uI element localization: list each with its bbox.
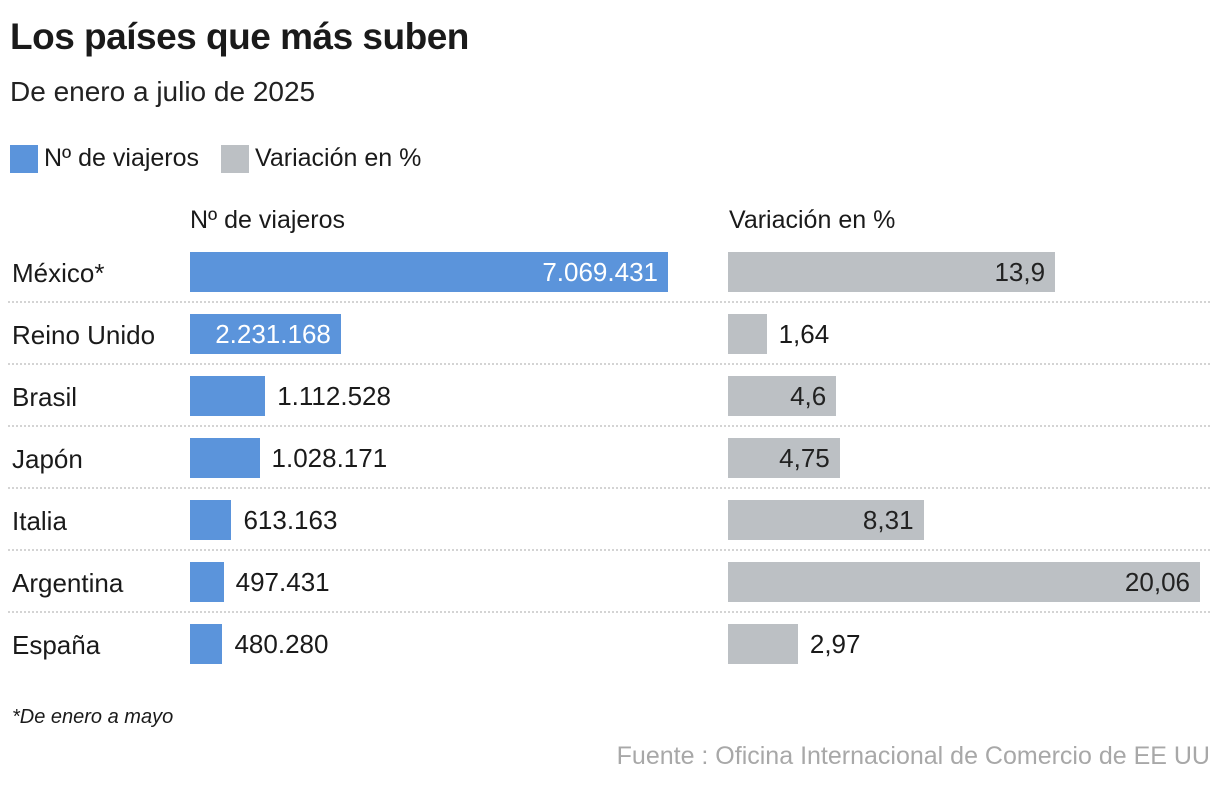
legend: Nº de viajeros Variación en % (10, 144, 443, 173)
legend-swatch-gray (221, 144, 250, 173)
table-row: España 480.280 2,97 (0, 624, 1220, 686)
travelers-bar (190, 624, 223, 664)
variation-bar (728, 624, 798, 664)
variation-bar (728, 376, 837, 416)
variation-value-label: 4,75 (779, 443, 830, 473)
legend-item-variacion: Variación en % (221, 144, 421, 173)
legend-item-viajeros: Nº de viajeros (10, 144, 199, 173)
table-row: México* 7.069.431 13,9 (0, 252, 1220, 314)
variation-value-label: 13,9 (994, 257, 1046, 287)
country-label: España (12, 630, 101, 660)
legend-swatch-blue (10, 144, 38, 173)
variation-value-label: 1,64 (778, 319, 830, 349)
row-divider (8, 611, 1210, 613)
variation-bar (728, 252, 1056, 292)
variation-value-label: 8,31 (862, 505, 914, 535)
variation-bar (728, 438, 840, 478)
travelers-bar (190, 500, 232, 540)
row-divider (8, 487, 1210, 489)
legend-label: Variación en % (255, 144, 422, 172)
country-label: Argentina (12, 568, 124, 598)
travelers-value-label: 1.028.171 (271, 443, 388, 473)
variation-bar (728, 314, 767, 354)
variation-value-label: 4,6 (790, 381, 827, 411)
country-label: Brasil (12, 382, 78, 412)
legend-label: Nº de viajeros (44, 144, 200, 172)
table-row: Japón 1.028.171 4,75 (0, 438, 1220, 500)
travelers-bar (190, 314, 341, 354)
travelers-bar (190, 562, 224, 602)
table-row: Argentina 497.431 20,06 (0, 562, 1220, 624)
row-divider (8, 549, 1210, 551)
travelers-bar (190, 252, 668, 292)
travelers-bar (190, 376, 266, 416)
country-label: Reino Unido (12, 320, 156, 350)
travelers-bar (190, 438, 260, 478)
column-header-viajeros: Nº de viajeros (190, 206, 346, 234)
variation-value-label: 2,97 (809, 629, 861, 659)
variation-value-label: 20,06 (1124, 567, 1190, 597)
chart-subtitle: De enero a julio de 2025 (10, 76, 316, 107)
country-label: México* (12, 258, 105, 288)
row-divider (8, 363, 1210, 365)
country-label: Italia (12, 506, 67, 536)
travelers-value-label: 2.231.168 (215, 319, 331, 349)
table-row: Brasil 1.112.528 4,6 (0, 376, 1220, 438)
column-header-variacion: Variación en % (729, 206, 896, 234)
variation-bar (728, 500, 924, 540)
table-row: Reino Unido 2.231.168 1,64 (0, 314, 1220, 376)
travelers-value-label: 497.431 (235, 567, 330, 597)
country-label: Japón (12, 444, 83, 474)
variation-bar (728, 562, 1200, 602)
travelers-value-label: 7.069.431 (542, 257, 658, 287)
table-row: Italia 613.163 8,31 (0, 500, 1220, 562)
footnote: *De enero a mayo (12, 706, 174, 728)
row-divider (8, 301, 1210, 303)
chart-title: Los países que más suben (10, 16, 469, 57)
travelers-value-label: 480.280 (234, 629, 329, 659)
travelers-value-label: 613.163 (243, 505, 338, 535)
travelers-value-label: 1.112.528 (277, 381, 391, 411)
source: Fuente : Oficina Internacional de Comerc… (616, 742, 1210, 770)
row-divider (8, 425, 1210, 427)
